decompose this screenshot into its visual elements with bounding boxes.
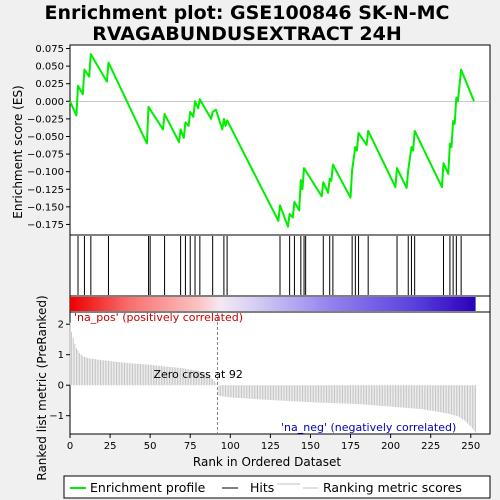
metric-ytick-label: 0 <box>58 381 64 392</box>
x-tick-label: 175 <box>341 441 360 452</box>
negative-correlation-label: 'na_neg' (negatively correlated) <box>281 421 456 434</box>
es-ytick-label: 0.075 <box>35 44 64 55</box>
metric-ytick-label: 2 <box>58 320 64 331</box>
legend-ranking-label: Ranking metric scores <box>323 480 462 495</box>
zero-cross-label: Zero cross at 92 <box>153 368 242 381</box>
es-ytick-label: −0.075 <box>27 150 64 161</box>
x-tick-label: 200 <box>381 441 400 452</box>
metric-ytick-label: 1 <box>58 350 64 361</box>
ranked-metric-y-axis: 2 1 0 −1 <box>49 320 70 422</box>
x-tick-label: 0 <box>67 441 73 452</box>
legend-enrichment-label: Enrichment profile <box>90 480 206 495</box>
es-ytick-label: 0.025 <box>35 79 64 90</box>
title-line-2: RVAGABUNDUSEXTRACT 24H <box>92 23 402 45</box>
es-ytick-label: 0.000 <box>35 97 64 108</box>
es-ytick-label: −0.175 <box>27 220 64 231</box>
es-ytick-label: −0.050 <box>27 132 64 143</box>
hits-group <box>77 236 462 295</box>
rank-color-bar <box>70 297 476 311</box>
x-tick-label: 150 <box>301 441 320 452</box>
enrichment-y-label: Enrichment score (ES) <box>11 85 25 218</box>
legend-hits-label: Hits <box>250 480 274 495</box>
x-tick-label: 125 <box>261 441 280 452</box>
es-ytick-label: −0.125 <box>27 185 64 196</box>
enrichment-profile-group <box>69 53 475 228</box>
enrichment-y-axis: 0.075 0.050 0.025 0.000 −0.025 −0.050 −0.075 −0… <box>27 44 70 231</box>
x-tick-label: 25 <box>104 441 117 452</box>
metric-ytick-label: −1 <box>49 411 64 422</box>
legend-box <box>63 475 491 499</box>
es-ytick-label: −0.025 <box>27 114 64 125</box>
x-tick-label: 75 <box>184 441 197 452</box>
ranked-metric-y-label: Ranked list metric (PreRanked) <box>35 295 49 480</box>
x-tick-label: 50 <box>144 441 157 452</box>
x-tick-label: 225 <box>421 441 440 452</box>
x-tick-label: 250 <box>461 441 480 452</box>
ranked-metric-bars <box>69 322 477 433</box>
x-axis-label: Rank in Ordered Dataset <box>193 455 341 469</box>
title-line-1: Enrichment plot: GSE100846 SK-N-MC <box>44 2 449 24</box>
es-ytick-label: −0.100 <box>27 167 64 178</box>
ranked-metric-panel <box>69 311 491 435</box>
es-ytick-label: −0.150 <box>27 202 64 213</box>
es-ytick-label: 0.050 <box>35 62 64 73</box>
enrichment-profile-line <box>69 53 475 228</box>
x-axis: 0 25 50 75 100 125 150 175 200 225 250 <box>67 434 480 452</box>
x-tick-label: 100 <box>221 441 240 452</box>
positive-correlation-label: 'na_pos' (positively correlated) <box>74 311 243 324</box>
